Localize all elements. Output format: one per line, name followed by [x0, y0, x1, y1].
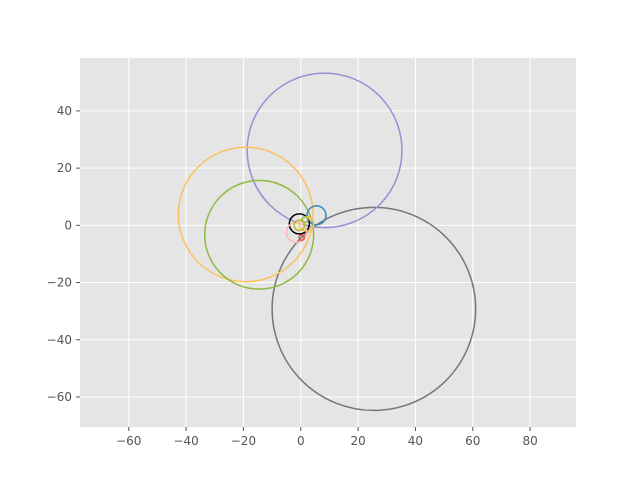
y-tick-label: −20 [47, 276, 72, 290]
circles [177, 72, 477, 412]
x-tick-label: 80 [522, 434, 537, 448]
circle-series [285, 221, 308, 244]
x-tick-label: −40 [173, 434, 198, 448]
circle-series [177, 146, 314, 283]
x-tick-label: −60 [116, 434, 141, 448]
y-tick-label: 20 [57, 161, 72, 175]
circle-series [301, 216, 309, 224]
circle-series [306, 205, 327, 226]
circle-series [246, 72, 403, 229]
circle-series [271, 206, 477, 412]
circle-series [298, 234, 305, 241]
x-tick-label: 20 [350, 434, 365, 448]
x-tick-label: −20 [231, 434, 256, 448]
y-axis-ticks: −60 −40 −20 0 20 40 [47, 104, 80, 404]
plot-background [80, 58, 576, 427]
y-tick-label: −40 [47, 333, 72, 347]
y-tick-label: 0 [64, 218, 72, 232]
circle-series [288, 213, 311, 235]
y-tick-label: −60 [47, 390, 72, 404]
x-tick-label: 60 [465, 434, 480, 448]
x-axis-ticks: −60 −40 −20 0 20 40 60 80 [116, 427, 538, 448]
x-tick-label: 0 [297, 434, 305, 448]
x-tick-label: 40 [408, 434, 423, 448]
circle-series [293, 219, 306, 232]
y-tick-label: 40 [57, 104, 72, 118]
circle-series [203, 179, 315, 290]
grid [80, 58, 576, 427]
